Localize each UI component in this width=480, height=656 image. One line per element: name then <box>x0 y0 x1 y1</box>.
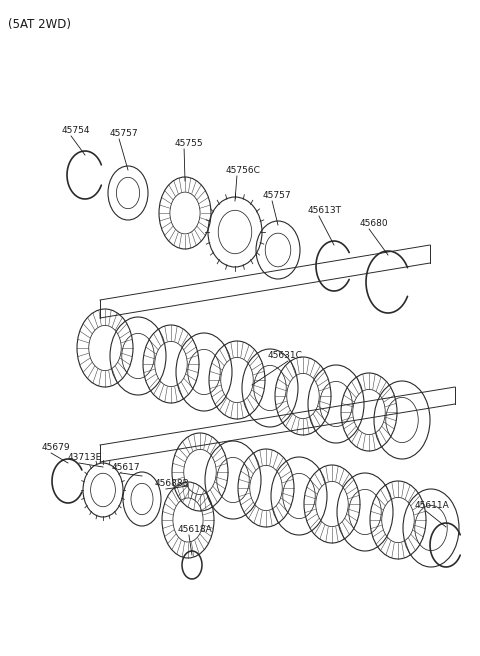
Text: 45611A: 45611A <box>415 501 450 510</box>
Text: 45680: 45680 <box>360 219 389 228</box>
Text: 45631C: 45631C <box>268 351 303 360</box>
Text: 45757: 45757 <box>110 129 139 138</box>
Text: 45688B: 45688B <box>155 479 190 488</box>
Text: 43713E: 43713E <box>68 453 102 462</box>
Text: 45618A: 45618A <box>178 525 213 534</box>
Text: 45754: 45754 <box>62 126 91 135</box>
Text: 45613T: 45613T <box>308 206 342 215</box>
Text: 45679: 45679 <box>42 443 71 452</box>
Text: 45757: 45757 <box>263 191 292 200</box>
Text: 45617: 45617 <box>112 463 141 472</box>
Text: 45755: 45755 <box>175 139 204 148</box>
Text: 45756C: 45756C <box>226 166 261 175</box>
Text: (5AT 2WD): (5AT 2WD) <box>8 18 71 31</box>
